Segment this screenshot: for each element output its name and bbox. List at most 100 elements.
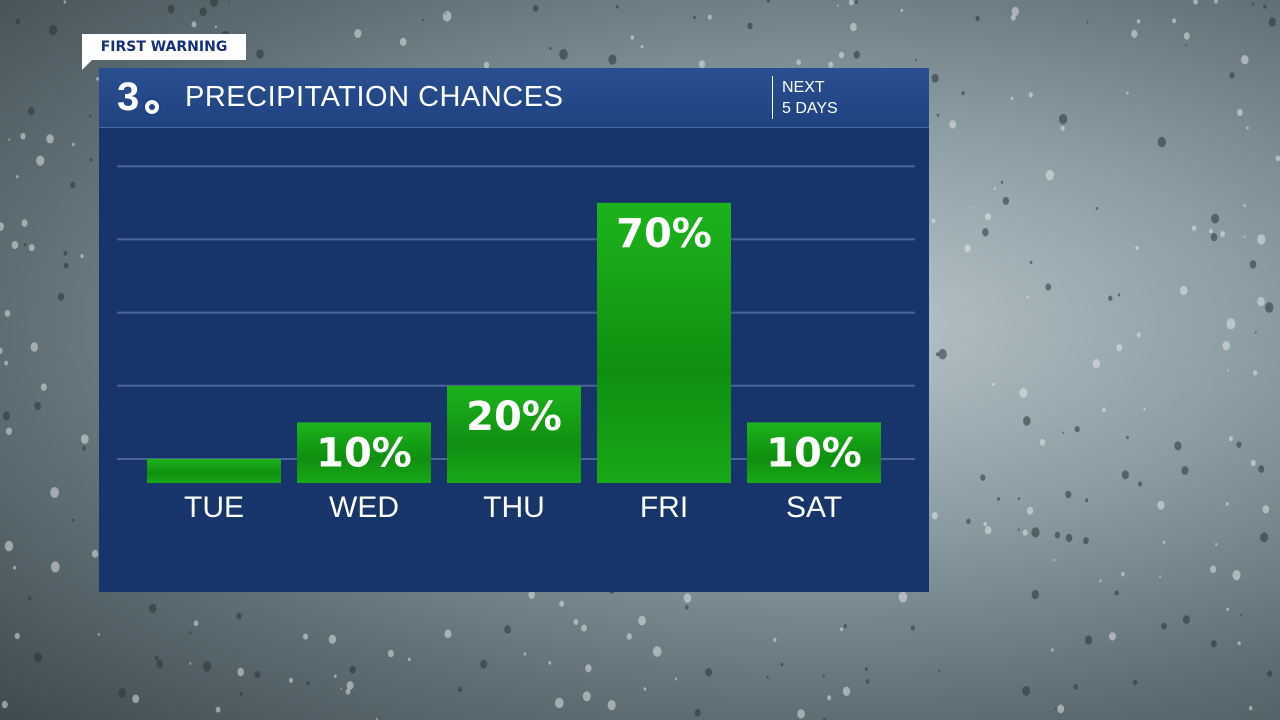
raindrop	[345, 688, 351, 695]
raindrop	[705, 667, 713, 677]
raindrop	[1229, 72, 1235, 79]
raindrop	[607, 700, 616, 711]
raindrop	[931, 511, 938, 520]
raindrop	[993, 187, 996, 191]
raindrop	[0, 347, 3, 354]
raindrop	[1209, 228, 1213, 234]
raindrop	[1131, 29, 1138, 38]
raindrop	[199, 7, 207, 17]
raindrop	[1162, 540, 1166, 544]
raindrop	[931, 73, 939, 83]
raindrop	[853, 50, 860, 59]
raindrop	[1248, 706, 1253, 711]
raindrop	[850, 22, 857, 32]
raindrop	[643, 687, 647, 691]
raindrop	[1191, 225, 1197, 232]
raindrop	[189, 631, 192, 635]
raindrop	[1174, 441, 1182, 451]
raindrop	[228, 0, 231, 3]
raindrop	[914, 58, 917, 62]
raindrop	[1249, 260, 1257, 269]
raindrop	[72, 142, 75, 147]
raindrop	[236, 612, 242, 620]
raindrop	[50, 487, 59, 498]
raindrop	[900, 8, 904, 13]
raindrop	[1253, 370, 1258, 376]
raindrop	[387, 649, 394, 658]
raindrop	[407, 657, 411, 662]
raindrop	[822, 674, 825, 678]
raindrop	[984, 526, 992, 535]
raindrop	[1045, 283, 1052, 291]
raindrop	[938, 669, 941, 672]
raindrop	[1057, 704, 1065, 714]
raindrop	[1086, 21, 1089, 24]
raindrop	[149, 603, 157, 614]
raindrop	[1000, 180, 1004, 184]
raindrop	[354, 29, 362, 38]
raindrop	[80, 434, 89, 444]
raindrop	[1226, 607, 1229, 612]
raindrop	[931, 218, 936, 224]
raindrop	[1028, 92, 1033, 98]
raindrop	[1031, 589, 1040, 600]
raindrop	[457, 686, 463, 693]
raindrop	[1268, 17, 1277, 27]
raindrop	[1136, 19, 1141, 24]
raindrop	[346, 681, 354, 690]
raindrop	[189, 662, 192, 665]
raindrop	[1039, 438, 1046, 446]
raindrop	[1065, 533, 1073, 543]
value-label-fri: 70%	[616, 211, 712, 257]
raindrop	[1022, 529, 1028, 536]
raindrop	[239, 691, 243, 696]
raindrop	[1172, 18, 1177, 24]
raindrop	[1095, 207, 1099, 210]
raindrop	[747, 22, 753, 30]
raindrop	[585, 664, 592, 673]
raindrop	[1051, 648, 1054, 652]
raindrop	[975, 15, 980, 22]
raindrop	[237, 667, 244, 677]
forecast-period-line1: NEXT	[782, 79, 825, 96]
raindrop	[966, 518, 971, 524]
raindrop	[1210, 640, 1217, 648]
raindrop	[1275, 155, 1280, 162]
raindrop	[63, 262, 69, 269]
raindrop	[442, 10, 452, 22]
raindrop	[1121, 571, 1125, 577]
raindrop	[652, 646, 662, 657]
raindrop	[1254, 331, 1257, 334]
raindrop	[30, 342, 38, 352]
raindrop	[303, 633, 308, 640]
raindrop	[780, 662, 784, 667]
bar-wed	[297, 422, 431, 483]
raindrop	[0, 222, 4, 231]
raindrop	[23, 243, 27, 247]
raindrop	[707, 14, 712, 20]
raindrop	[1026, 506, 1034, 515]
panel-header: 3 PRECIPITATION CHANCES NEXT 5 DAYS	[99, 68, 929, 128]
raindrop	[1222, 341, 1230, 351]
raindrop	[215, 706, 221, 713]
raindrop	[1263, 4, 1267, 9]
raindrop	[1017, 497, 1021, 500]
raindrop	[132, 694, 140, 704]
raindrop	[254, 671, 261, 679]
raindrop	[1010, 14, 1016, 21]
raindrop	[72, 518, 75, 522]
forecast-period-label: NEXT 5 DAYS	[782, 77, 838, 119]
raindrop	[399, 37, 407, 47]
raindrop	[328, 634, 337, 644]
raindrop	[1185, 44, 1188, 47]
raindrop	[683, 593, 692, 603]
raindrop	[842, 686, 851, 696]
raindrop	[4, 360, 9, 366]
raindrop	[766, 675, 769, 679]
raindrop	[1084, 635, 1093, 645]
raindrop	[11, 240, 19, 250]
raindrop	[827, 695, 832, 701]
raindrop	[480, 659, 488, 669]
raindrop	[555, 697, 564, 709]
raindrop	[333, 674, 337, 678]
